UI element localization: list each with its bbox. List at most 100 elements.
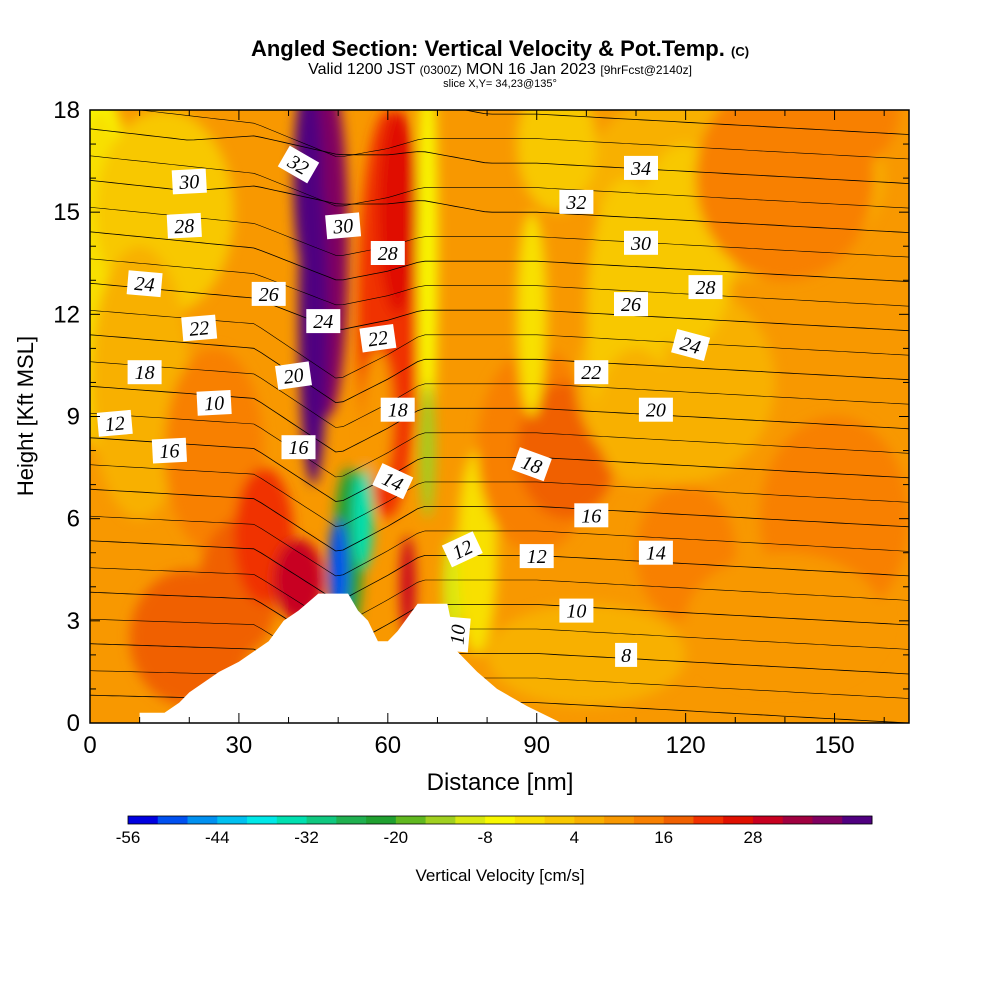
copyright-mark: (C) [731, 44, 750, 59]
x-tick-label: 90 [523, 732, 550, 759]
contour-label-box [574, 360, 609, 385]
colorbar-swatch [752, 816, 784, 824]
contour-label-box [511, 447, 552, 482]
colorbar-tick-label: -32 [294, 828, 319, 847]
contour-label-text: 24 [134, 273, 156, 297]
contour-label-text: 26 [259, 284, 279, 306]
contour-label-box [443, 616, 471, 653]
colorbar-tick-label: -44 [205, 828, 230, 847]
y-tick-label: 6 [67, 506, 80, 533]
contour-label-text: 28 [378, 243, 398, 265]
contour-label: 30 [624, 230, 658, 255]
contour-label: 14 [638, 540, 673, 565]
contour-label-box [171, 168, 207, 195]
contour-label: 28 [688, 275, 723, 300]
colorbar-swatch [247, 816, 278, 824]
contour-label-text: 30 [331, 215, 354, 239]
contour-label-box [196, 390, 232, 416]
plot-area [90, 110, 909, 723]
velocity-cell [417, 110, 438, 451]
theta-contour [90, 464, 909, 527]
contour-label-box [370, 241, 405, 265]
contour-label-box [306, 309, 341, 334]
colorbar-swatch [723, 816, 754, 824]
contour-label: 18 [511, 447, 552, 482]
contour-label: 16 [574, 503, 609, 528]
contour-label-box [274, 361, 313, 390]
colorbar-swatch [544, 816, 575, 824]
colorbar-swatch [366, 816, 397, 824]
theta-contour [90, 515, 909, 577]
contour-label: 14 [372, 463, 414, 500]
theta-contour [90, 128, 909, 184]
velocity-cell [363, 348, 393, 485]
slice-text: slice X,Y= 34,23@135° [443, 78, 557, 90]
contour-label-box [372, 463, 414, 500]
theta-contour [90, 334, 909, 404]
contour-label-box [671, 329, 711, 361]
velocity-cell [596, 348, 676, 485]
valid-time: Valid 1200 JST [308, 61, 416, 78]
colorbar-swatch [306, 816, 337, 824]
y-tick-label: 12 [53, 301, 80, 328]
y-tick-label: 15 [53, 199, 80, 226]
forecast-tag: [9hrFcst@2140z] [600, 63, 692, 77]
valid-date: MON 16 Jan 2023 [466, 61, 596, 78]
contour-label-text: 18 [135, 362, 155, 384]
contour-label: 16 [151, 437, 188, 464]
theta-contour [90, 567, 909, 626]
theta-contour [90, 437, 909, 502]
contour-label: 22 [574, 360, 609, 385]
contour-label-text: 14 [646, 543, 666, 565]
contour-label-box [127, 360, 162, 385]
contour-label-text: 8 [621, 645, 631, 667]
colorbar-swatch [128, 816, 159, 824]
colorbar-swatch [485, 816, 516, 824]
contour-label: 28 [166, 212, 202, 239]
contour-label-text: 28 [696, 277, 716, 299]
colorbar-label: Vertical Velocity [cm/s] [415, 866, 584, 885]
contour-label-box [380, 397, 415, 422]
theta-contour [90, 361, 909, 428]
contour-label-box [559, 598, 594, 623]
contour-label-box [441, 531, 483, 568]
contour-label-box [638, 397, 673, 422]
contour-label-text: 16 [289, 437, 309, 459]
theta-contour [137, 110, 909, 160]
colorbar-swatch [514, 816, 546, 824]
contour-label-box [277, 145, 320, 184]
colorbar-tick-label: -8 [478, 828, 493, 847]
contour-label-text: 20 [646, 400, 666, 422]
colorbar: -56 -44 -32 -20 -8 4 16 28 [116, 815, 873, 847]
velocity-cell [516, 110, 597, 213]
x-axis: 0 30 60 90 120 150 [83, 110, 885, 759]
contour-label: 24 [126, 270, 163, 298]
contour-label-text: 22 [367, 327, 390, 352]
colorbar-swatch [574, 816, 605, 824]
contour-label: 24 [306, 309, 341, 334]
contour-label: 34 [624, 155, 658, 180]
y-tick-label: 0 [67, 710, 80, 737]
theta-contour [90, 282, 909, 332]
colorbar-tick-label: 4 [570, 828, 579, 847]
contour-label-box [519, 544, 554, 569]
y-axis: 0 3 6 9 12 15 18 [53, 97, 909, 737]
contour-label: 26 [614, 292, 648, 317]
contour-label-box [181, 314, 218, 342]
contour-label: 30 [325, 212, 362, 240]
colorbar-tick-label: -56 [116, 828, 141, 847]
chart-subtitle: Valid 1200 JST (0300Z) MON 16 Jan 2023 [… [0, 61, 1000, 79]
contour-label-box [574, 503, 609, 528]
colorbar-swatch [425, 816, 456, 824]
contour-label: 26 [251, 281, 286, 306]
contour-label-box [251, 281, 286, 306]
theta-contours [90, 110, 909, 723]
slice-info: slice X,Y= 34,23@135° [0, 78, 1000, 90]
colorbar-swatch [276, 816, 308, 824]
colorbar-swatch [217, 816, 248, 824]
colorbar-swatch [812, 816, 843, 824]
contour-label: 22 [181, 314, 218, 342]
contour-label-text: 12 [104, 412, 126, 436]
valid-zulu: (0300Z) [419, 63, 462, 77]
